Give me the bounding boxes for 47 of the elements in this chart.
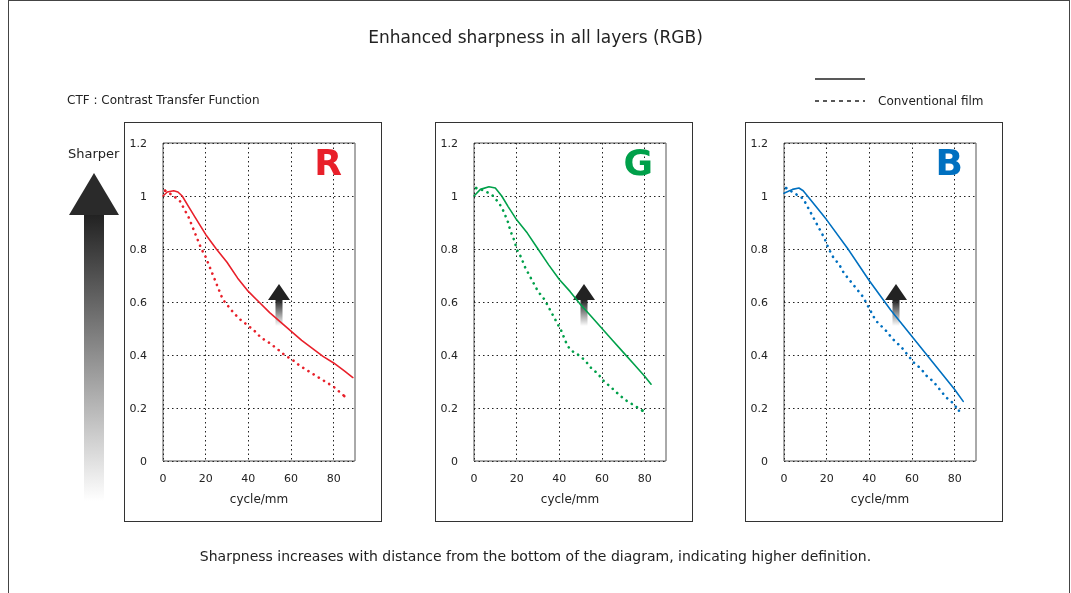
y-tick-label: 0.2 (440, 401, 458, 415)
x-tick-label: 40 (552, 472, 567, 485)
y-tick-label: 1 (451, 189, 458, 203)
x-tick-label: 40 (241, 472, 256, 485)
y-tick-label: 1.2 (440, 136, 458, 150)
x-tick-label: 60 (905, 472, 919, 485)
x-tick-label: 40 (862, 472, 877, 485)
x-tick-label: 80 (947, 472, 962, 485)
chart-title: B (935, 141, 964, 183)
y-tick-label: 0 (451, 454, 458, 468)
y-tick-label: 1.2 (129, 136, 147, 150)
x-tick-label: 60 (595, 472, 609, 485)
y-tick-label: 0.4 (129, 348, 147, 362)
x-axis-title: cycle/mm (850, 492, 910, 506)
y-tick-label: 1 (140, 189, 147, 203)
x-tick-label: 20 (509, 472, 524, 485)
y-tick-label: 0.8 (440, 242, 458, 256)
x-tick-label: 0 (159, 472, 167, 485)
y-tick-label: 0.2 (129, 401, 147, 415)
y-tick-label: 0.8 (129, 242, 147, 256)
x-axis-title: cycle/mm (229, 492, 289, 506)
y-tick-label: 0.6 (440, 295, 458, 309)
y-tick-label: 1 (761, 189, 768, 203)
y-tick-label: 0.2 (750, 401, 768, 415)
y-tick-label: 0.8 (750, 242, 768, 256)
y-tick-label: 1.2 (750, 136, 768, 150)
y-axis-title: CTF : Contrast Transfer Function (67, 93, 260, 107)
text: Conventional film (878, 94, 984, 108)
y-tick-label: 0 (761, 454, 768, 468)
x-tick-label: 0 (780, 472, 788, 485)
x-tick-label: 20 (198, 472, 213, 485)
y-tick-label: 0.6 (129, 295, 147, 309)
chart-title: G (623, 141, 654, 183)
y-tick-label: 0 (140, 454, 147, 468)
x-tick-label: 20 (819, 472, 834, 485)
chart-title: R (314, 141, 343, 183)
x-tick-label: 80 (637, 472, 652, 485)
x-tick-label: 80 (326, 472, 341, 485)
y-tick-label: 0.4 (750, 348, 768, 362)
x-tick-label: 0 (470, 472, 478, 485)
x-axis-title: cycle/mm (540, 492, 600, 506)
text: Enhanced sharpness in all layers (RGB) (367, 27, 704, 47)
text: Sharper (68, 146, 120, 161)
x-tick-label: 60 (284, 472, 298, 485)
y-tick-label: 0.6 (750, 295, 768, 309)
y-tick-label: 0.4 (440, 348, 458, 362)
text: Sharpness increases with distance from the bottom of the diagram, indicating higher definition. (198, 548, 873, 564)
